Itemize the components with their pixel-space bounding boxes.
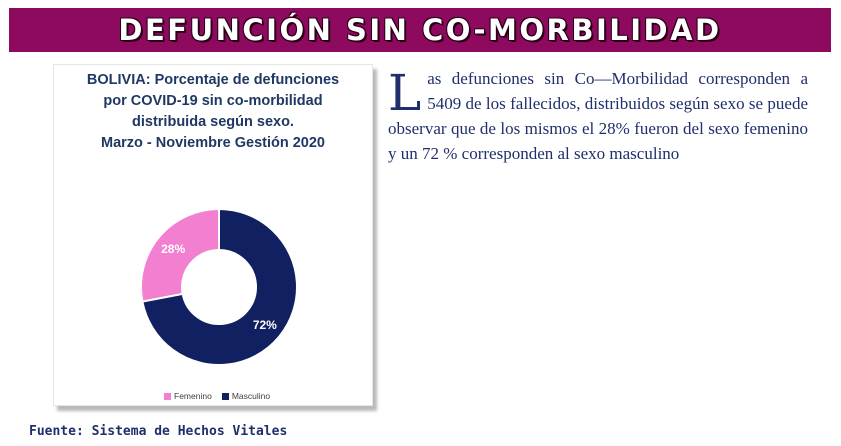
legend-label-femenino: Femenino xyxy=(174,391,212,401)
chart-title-line: Marzo - Noviembre Gestión 2020 xyxy=(100,135,325,151)
paragraph-text: as defunciones sin Co—Morbilidad corresp… xyxy=(388,69,808,163)
drop-cap: L xyxy=(388,64,422,122)
chart-title-line: BOLIVIA: Porcentaje de defunciones xyxy=(86,72,340,88)
legend-swatch-femenino xyxy=(164,392,171,400)
legend-swatch-masculino xyxy=(221,392,229,400)
source-note: Fuente: Sistema de Hechos Vitales xyxy=(29,424,288,439)
legend-item-masculino: Masculino xyxy=(221,391,271,401)
chart-card: BOLIVIA: Porcentaje de defunciones por C… xyxy=(53,64,373,406)
chart-title: BOLIVIA: Porcentaje de defunciones por C… xyxy=(54,70,372,154)
legend-label-masculino: Masculino xyxy=(231,391,271,401)
donut-chart: 28% 72% xyxy=(140,207,298,366)
chart-title-line: distribuida según sexo. xyxy=(132,114,294,130)
donut-slice-femenino xyxy=(140,207,220,303)
donut-slice-masculino xyxy=(141,207,298,366)
title-banner: DEFUNCIÓN SIN CO-MORBILIDAD xyxy=(9,8,831,52)
legend-item-femenino: Femenino xyxy=(164,391,212,401)
chart-title-line: por COVID-19 sin co-morbilidad xyxy=(103,93,323,109)
data-label-femenino: 28% xyxy=(161,242,185,256)
page-title: DEFUNCIÓN SIN CO-MORBILIDAD xyxy=(118,13,722,47)
chart-legend: Femenino Masculino xyxy=(164,391,270,401)
data-label-masculino: 72% xyxy=(253,318,277,332)
